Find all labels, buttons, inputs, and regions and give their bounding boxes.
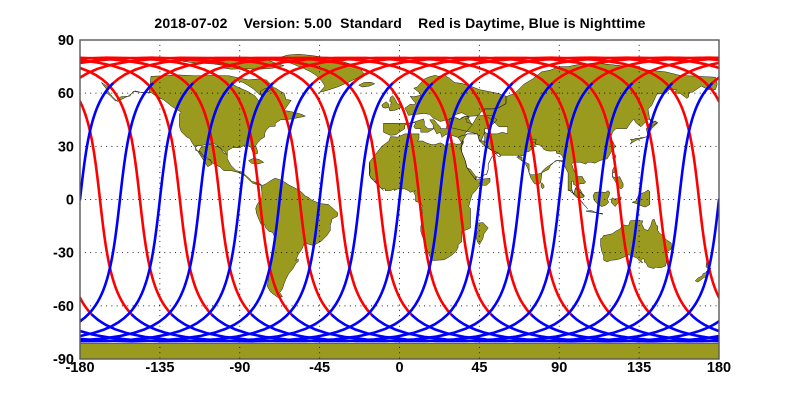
svg-text:-60: -60: [53, 299, 74, 315]
svg-text:-45: -45: [309, 360, 330, 376]
svg-text:30: 30: [58, 139, 74, 155]
svg-text:45: 45: [471, 360, 487, 376]
svg-text:-180: -180: [65, 360, 94, 376]
svg-text:-90: -90: [229, 360, 250, 376]
svg-text:135: 135: [627, 360, 651, 376]
svg-text:0: 0: [395, 360, 403, 376]
svg-text:-135: -135: [145, 360, 174, 376]
svg-text:90: 90: [58, 33, 74, 49]
svg-text:60: 60: [58, 86, 74, 102]
svg-text:90: 90: [551, 360, 567, 376]
svg-text:180: 180: [707, 360, 731, 376]
svg-text:0: 0: [66, 193, 74, 209]
svg-text:-30: -30: [53, 246, 74, 262]
